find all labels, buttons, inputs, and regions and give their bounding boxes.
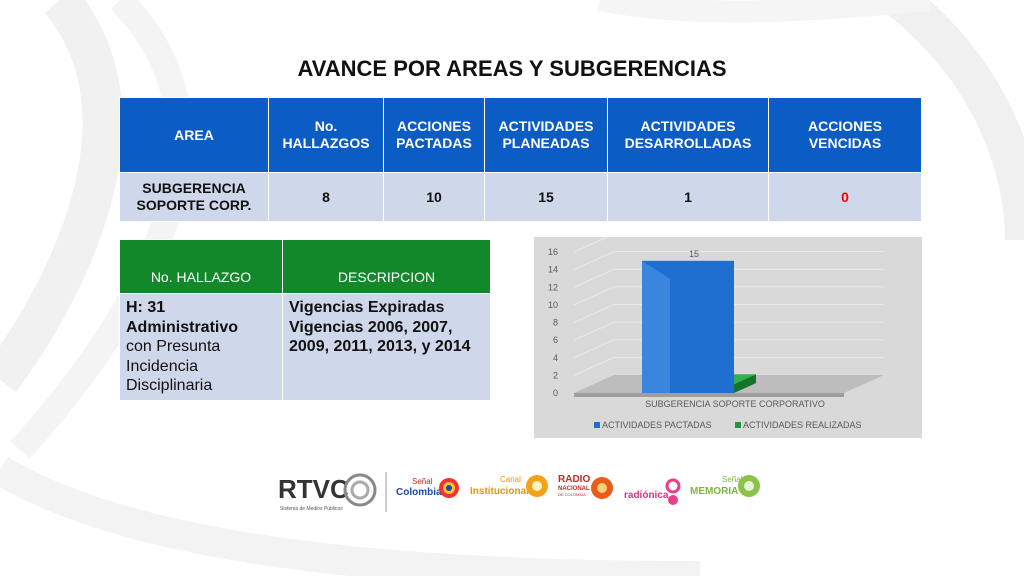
y-tick-label: 0 bbox=[553, 388, 558, 398]
bar-actividades-realizadas-side bbox=[734, 374, 756, 393]
table-row: SUBGERENCIA SOPORTE CORP. 8 10 15 1 0 bbox=[119, 172, 922, 222]
y-tick-label: 16 bbox=[548, 247, 558, 257]
finding-id: H: 31 bbox=[126, 299, 166, 316]
gridline bbox=[573, 268, 884, 288]
y-tick-label: 14 bbox=[548, 265, 558, 275]
header-area: AREA bbox=[119, 97, 269, 173]
senal-memoria-logo: Señal MEMORIA bbox=[690, 475, 760, 497]
cell-area: SUBGERENCIA SOPORTE CORP. bbox=[119, 172, 269, 222]
legend-label-realizadas: ACTIVIDADES REALIZADAS bbox=[743, 420, 862, 430]
svg-text:Institucional: Institucional bbox=[470, 486, 529, 497]
summary-header-row: AREA No. HALLAZGOS ACCIONES PACTADAS ACT… bbox=[119, 97, 922, 173]
gridline bbox=[573, 304, 884, 323]
gridline bbox=[573, 251, 884, 270]
rtvc-logo: RTVC Sistema de Medios Públicos bbox=[278, 472, 387, 512]
svg-text:RTVC: RTVC bbox=[278, 474, 349, 504]
header-actividades-planeadas: ACTIVIDADES PLANEADAS bbox=[484, 97, 608, 173]
gridline bbox=[573, 286, 884, 306]
findings-header-row: No. HALLAZGO DESCRIPCION bbox=[119, 239, 491, 294]
legend-swatch-pactadas bbox=[594, 422, 600, 428]
svg-text:RADIO: RADIO bbox=[558, 474, 590, 485]
cell-hallazgos: 8 bbox=[268, 172, 384, 222]
chart-floor-edge bbox=[574, 393, 844, 397]
radio-nacional-logo: RADIO NACIONAL DE COLOMBIA bbox=[558, 474, 613, 499]
header-acciones-vencidas: ACCIONES VENCIDAS bbox=[768, 97, 922, 173]
svg-text:Sistema de Medios Públicos: Sistema de Medios Públicos bbox=[280, 506, 343, 512]
canal-institucional-logo: Canal Institucional bbox=[470, 475, 548, 497]
svg-text:radiónica: radiónica bbox=[624, 490, 669, 501]
bar-chart: 0 2 4 6 8 10 12 14 16 15 SUBGERENCIA SOPORTE CORPO… bbox=[534, 237, 922, 438]
svg-text:NACIONAL: NACIONAL bbox=[558, 486, 590, 492]
header-actividades-desarrolladas: ACTIVIDADES DESARROLLADAS bbox=[607, 97, 769, 173]
gridline bbox=[573, 339, 884, 359]
header-descripcion: DESCRIPCION bbox=[282, 239, 491, 294]
cell-acciones-pactadas: 10 bbox=[383, 172, 485, 222]
y-tick-label: 2 bbox=[553, 370, 558, 380]
x-category-label: SUBGERENCIA SOPORTE CORPORATIVO bbox=[645, 399, 825, 409]
cell-finding: H: 31 Administrativo con Presunta Incide… bbox=[119, 293, 283, 401]
senal-colombia-logo: Señal Colombia bbox=[396, 477, 459, 498]
data-label: 15 bbox=[689, 249, 699, 259]
gridline bbox=[573, 321, 884, 341]
table-row: H: 31 Administrativo con Presunta Incide… bbox=[119, 293, 491, 401]
y-tick-label: 6 bbox=[553, 335, 558, 345]
finding-type: Administrativo bbox=[126, 318, 239, 336]
finding-detail: con Presunta Incidencia Disciplinaria bbox=[126, 338, 221, 394]
header-hallazgos: No. HALLAZGOS bbox=[268, 97, 384, 173]
svg-text:MEMORIA: MEMORIA bbox=[690, 486, 738, 497]
cell-description: Vigencias Expiradas Vigencias 2006, 2007… bbox=[282, 293, 491, 401]
legend-swatch-realizadas bbox=[735, 422, 741, 428]
y-tick-label: 12 bbox=[548, 282, 558, 292]
y-tick-label: 8 bbox=[553, 318, 558, 328]
gridline bbox=[573, 237, 609, 253]
gridline bbox=[573, 356, 884, 376]
svg-text:Colombia: Colombia bbox=[396, 487, 442, 498]
cell-actividades-desarrolladas: 1 bbox=[607, 172, 769, 222]
svg-text:DE COLOMBIA: DE COLOMBIA bbox=[558, 492, 586, 497]
radionica-logo: radiónica bbox=[624, 478, 681, 505]
findings-table: No. HALLAZGO DESCRIPCION H: 31 Administr… bbox=[119, 239, 491, 401]
y-tick-label: 10 bbox=[548, 300, 558, 310]
legend-label-pactadas: ACTIVIDADES PACTADAS bbox=[602, 420, 712, 430]
header-acciones-pactadas: ACCIONES PACTADAS bbox=[383, 97, 485, 173]
svg-text:Canal: Canal bbox=[500, 475, 521, 484]
page-title: AVANCE POR AREAS Y SUBGERENCIAS bbox=[297, 56, 727, 81]
chart-canvas: 0 2 4 6 8 10 12 14 16 15 SUBGERENCIA SOPORTE CORPO… bbox=[548, 237, 884, 430]
summary-table: AREA No. HALLAZGOS ACCIONES PACTADAS ACT… bbox=[119, 97, 922, 222]
cell-actividades-planeadas: 15 bbox=[484, 172, 608, 222]
y-tick-label: 4 bbox=[553, 353, 558, 363]
header-no-hallazgo: No. HALLAZGO bbox=[119, 239, 283, 294]
bar-actividades-pactadas-shade bbox=[642, 260, 670, 393]
svg-text:Señal: Señal bbox=[412, 477, 433, 486]
svg-text:Señal: Señal bbox=[722, 475, 743, 484]
logo-strip: RTVC Sistema de Medios Públicos Señal Co… bbox=[278, 472, 760, 512]
cell-acciones-vencidas: 0 bbox=[768, 172, 922, 222]
